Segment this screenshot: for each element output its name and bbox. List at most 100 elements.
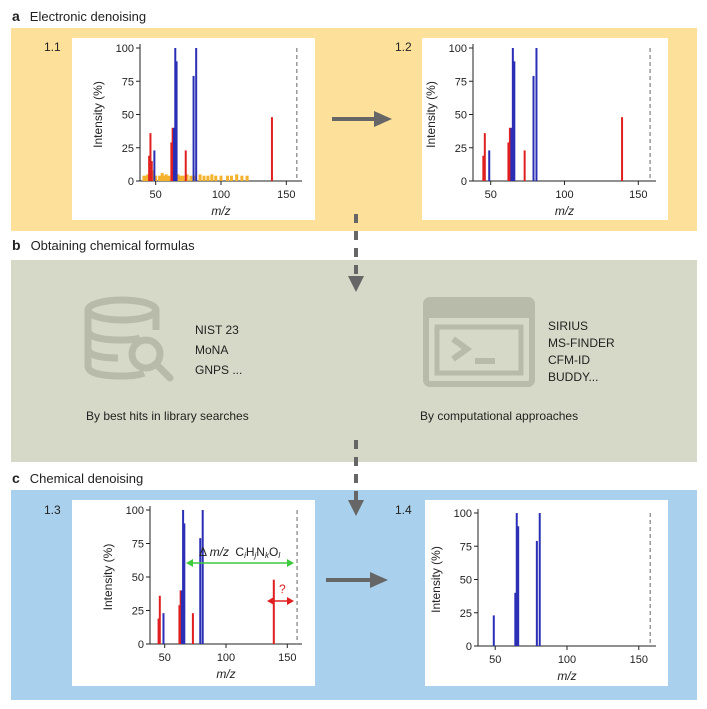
computational-caption: By computational approaches <box>420 409 579 423</box>
y-tick-label: 75 <box>455 76 467 88</box>
section-a-letter: a <box>12 8 20 24</box>
unknown-loss-arrow <box>267 597 294 605</box>
orange-peak-bar <box>185 174 189 181</box>
orange-peak-bar <box>176 174 180 181</box>
orange-peak-bar <box>146 174 150 181</box>
orange-peak-bar <box>240 175 244 181</box>
section-b-title: Obtaining chemical formulas <box>30 238 195 253</box>
panel-label-1-3: 1.3 <box>44 503 61 517</box>
database-search-icon <box>84 296 174 382</box>
y-tick-label: 75 <box>460 541 472 553</box>
library-item-nist: NIST 23 <box>195 323 239 337</box>
y-tick-label: 50 <box>455 110 467 122</box>
y-tick-label: 75 <box>132 539 144 551</box>
delta-mz-formula: Δ m/z CiHjNkOl <box>199 545 280 560</box>
x-axis-label: m/z <box>557 669 576 683</box>
chemical-formulas-panel <box>11 260 697 462</box>
panel-label-1-1: 1.1 <box>44 40 61 54</box>
blue-peak-bar <box>538 513 541 646</box>
blue-peak-bar <box>172 127 175 181</box>
library-item-mona: MoNA <box>195 343 229 357</box>
y-tick-label: 0 <box>138 639 144 651</box>
red-peak-bar <box>178 605 181 644</box>
arrow-1-1-to-1-2 <box>332 111 392 127</box>
x-tick-label: 150 <box>278 652 296 664</box>
red-peak-bar <box>179 590 182 644</box>
section-c-title: Chemical denoising <box>29 471 144 486</box>
orange-peak-bar <box>214 175 218 181</box>
plot-box-1-4 <box>425 500 668 686</box>
blue-peak-bar <box>535 48 538 181</box>
x-axis-label: m/z <box>216 667 235 681</box>
chart-1-1: 0 25 50 75 100 50 100 150 m/z Intensity (%) <box>91 43 302 218</box>
chart-1-2: 0 25 50 75 100 50 100 150 m/z Intensity (%) <box>424 43 656 218</box>
red-peak-bar <box>171 127 174 181</box>
section-c-letter: c <box>12 470 20 486</box>
orange-peak-bar <box>229 175 233 181</box>
blue-peak-bar <box>174 48 177 181</box>
orange-peak-bar <box>189 175 193 181</box>
orange-peak-bar <box>164 174 168 181</box>
chart-1-4: 0 25 50 75 100 50 100 150 m/z Intensity (%) <box>429 508 656 683</box>
x-tick-label: 150 <box>630 654 648 666</box>
y-tick-label: 100 <box>454 508 472 520</box>
orange-peak-bar <box>154 175 158 181</box>
orange-peak-bar <box>160 173 164 181</box>
x-axis-label: m/z <box>555 204 574 218</box>
blue-peak-bar <box>517 526 520 646</box>
red-peak-bar <box>170 142 173 181</box>
y-tick-label: 50 <box>122 110 134 122</box>
orange-peak-bar <box>151 170 155 181</box>
red-peak-bar <box>621 117 624 181</box>
y-tick-label: 25 <box>455 143 467 155</box>
blue-peak-bar <box>535 540 538 646</box>
red-peak-bar <box>157 618 160 644</box>
orange-peak-bar <box>219 175 223 181</box>
orange-peak-bar <box>235 174 239 181</box>
blue-peak-bar <box>192 75 195 181</box>
orange-peak-bar <box>245 175 249 181</box>
red-peak-bar <box>507 142 510 181</box>
delta-mz-arrow <box>186 559 294 567</box>
blue-peak-bar <box>532 75 535 181</box>
section-a-title: Electronic denoising <box>29 9 147 24</box>
x-tick-label: 150 <box>629 189 647 201</box>
dashed-arrow-b-to-c <box>348 440 364 516</box>
arrow-1-3-to-1-4 <box>326 572 388 588</box>
orange-peak-bar <box>206 175 210 181</box>
red-peak-bar <box>270 117 273 181</box>
red-peak-bar <box>149 133 152 181</box>
red-peak-bar <box>482 155 485 181</box>
library-item-gnps: GNPS ... <box>195 363 243 377</box>
orange-peak-bar <box>142 175 146 181</box>
tool-item-buddy: BUDDY... <box>548 370 599 384</box>
blue-peak-bar <box>195 48 198 181</box>
x-tick-label: 50 <box>150 189 162 201</box>
x-tick-label: 100 <box>217 652 235 664</box>
red-peak-bar <box>523 150 526 181</box>
orange-peak-bar <box>158 175 162 181</box>
y-tick-label: 25 <box>132 606 144 618</box>
terminal-icon <box>423 297 535 387</box>
x-tick-label: 150 <box>277 189 295 201</box>
orange-peak-bar <box>210 174 214 181</box>
orange-peak-bar <box>167 175 171 181</box>
dashed-arrow-a-to-b <box>348 214 364 292</box>
section-c-heading: c Chemical denoising <box>12 470 143 486</box>
panel-label-1-4: 1.4 <box>395 503 412 517</box>
blue-peak-bar <box>199 538 202 644</box>
y-tick-label: 25 <box>460 608 472 620</box>
red-peak-bar <box>508 127 511 181</box>
blue-peak-bar <box>183 523 186 644</box>
chart-1-3: 0 25 50 75 100 50 100 150 m/z Intensity (%) <box>101 505 302 681</box>
orange-peak-bar <box>226 175 230 181</box>
charts-layer: 0 25 50 75 100 50 100 150 m/z Intensity (%) 0 25 50 7… <box>91 43 656 683</box>
tool-item-sirius: SIRIUS <box>548 319 589 333</box>
blue-peak-bar <box>513 61 516 181</box>
red-peak-bar <box>191 613 194 644</box>
orange-peak-bar <box>179 175 182 181</box>
library-list: NIST 23 MoNA GNPS ... <box>195 320 242 380</box>
blue-peak-bar <box>201 510 204 644</box>
y-tick-label: 0 <box>461 176 467 188</box>
